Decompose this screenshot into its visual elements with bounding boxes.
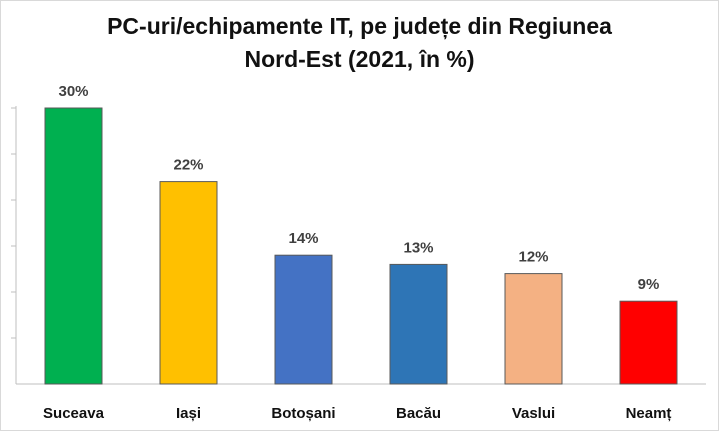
data-label-5: 12% <box>518 249 548 266</box>
x-tick-label-4: Bacău <box>396 405 441 422</box>
chart-title: PC-uri/echipamente IT, pe județe din Reg… <box>0 10 719 76</box>
x-tick-label-1: Suceava <box>43 405 105 422</box>
data-label-4: 13% <box>403 239 433 256</box>
bar-1 <box>44 107 103 385</box>
data-label-6: 9% <box>638 276 660 293</box>
bar-3 <box>274 254 333 385</box>
x-tick-label-3: Botoșani <box>271 405 335 422</box>
chart-title-line-1: PC-uri/echipamente IT, pe județe din Reg… <box>107 13 612 39</box>
x-tick-label-6: Neamț <box>626 405 672 422</box>
data-label-3: 14% <box>288 230 318 247</box>
data-label-2: 22% <box>173 157 203 174</box>
bar-5 <box>504 273 563 385</box>
data-label-1: 30% <box>58 83 88 100</box>
bar-4 <box>389 263 448 385</box>
x-tick-label-2: Iași <box>176 405 201 422</box>
x-tick-label-5: Vaslui <box>512 405 555 422</box>
chart-title-line-2: Nord-Est (2021, în %) <box>244 46 475 72</box>
bar-6 <box>619 300 678 385</box>
bar-2 <box>159 181 218 385</box>
